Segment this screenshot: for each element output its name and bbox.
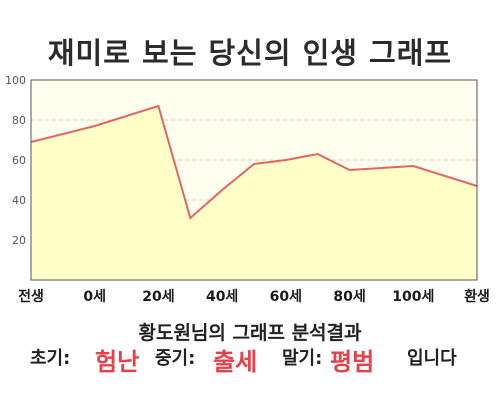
x-tick-label: 40세	[206, 289, 238, 305]
person-name: 황도원님의	[138, 322, 226, 344]
x-tick-label: 80세	[333, 289, 365, 305]
analysis-label: 그래프 분석결과	[232, 322, 362, 344]
y-tick-label: 100	[5, 74, 26, 87]
x-tick-label: 100세	[392, 289, 434, 305]
x-tick-label: 환생	[464, 288, 490, 305]
life-line	[30, 104, 478, 220]
y-axis-ticks: 20 40 60 80 100	[5, 74, 26, 247]
early-value: 험난	[95, 348, 140, 376]
x-axis-ticks: 전생 0세 20세 40세 60세 80세 100세 환생	[18, 288, 490, 305]
late-label: 말기:	[282, 348, 323, 369]
x-tick-label: 전생	[18, 288, 44, 305]
y-tick-label: 20	[12, 234, 26, 247]
y-tick-label: 60	[12, 154, 26, 167]
x-tick-label: 0세	[83, 289, 106, 305]
analysis-heading: 황도원님의 그래프 분석결과	[0, 318, 500, 345]
x-tick-label: 60세	[270, 289, 302, 305]
x-tick-label: 20세	[142, 289, 174, 305]
plot-frame	[30, 79, 478, 281]
middle-value: 출세	[213, 348, 258, 376]
chart-title: 재미로 보는 당신의 인생 그래프	[47, 36, 453, 70]
ending-text: 입니다	[407, 348, 457, 369]
y-tick-label: 40	[12, 194, 26, 207]
late-value: 평범	[330, 348, 375, 376]
life-area	[31, 106, 477, 280]
middle-label: 중기:	[155, 348, 196, 369]
y-tick-label: 80	[12, 114, 26, 127]
early-label: 초기:	[30, 348, 71, 369]
